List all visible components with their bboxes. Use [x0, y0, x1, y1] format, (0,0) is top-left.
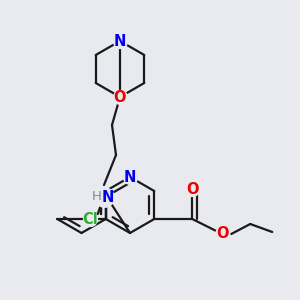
Text: O: O	[186, 182, 199, 196]
Text: O: O	[216, 226, 229, 242]
Text: N: N	[102, 190, 114, 205]
Text: H: H	[92, 190, 102, 203]
Text: N: N	[124, 169, 136, 184]
Text: O: O	[114, 89, 126, 104]
Text: N: N	[114, 34, 126, 49]
Text: Cl: Cl	[82, 212, 98, 226]
